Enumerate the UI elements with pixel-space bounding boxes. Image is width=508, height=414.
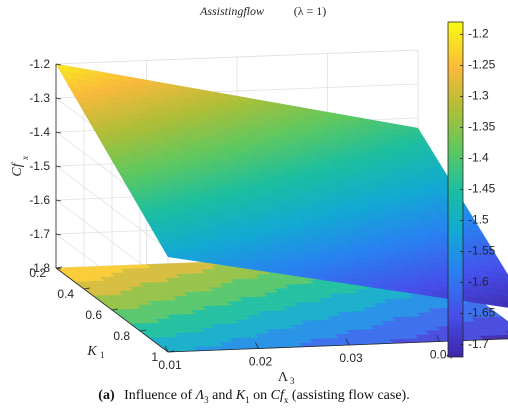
z-tick-label: -1.3 [29,91,50,105]
caption-sym-3: Cf [270,388,284,403]
y-tick-label: 0.8 [113,329,130,343]
z-tick-label: -1.6 [29,193,50,207]
caption-label: (a) [98,388,115,403]
x-tick-label: 0.04 [430,348,454,362]
y-tick-mark [83,287,91,290]
caption-and: and [212,388,233,403]
y-tick-mark [111,308,119,311]
x-axis-title: Λ [278,370,289,384]
caption-sym-2-sub: 1 [245,394,250,405]
z-tick-label: -1.4 [29,125,50,139]
colorbar-tick-label: -1.2 [468,27,489,41]
floor-contour-cell [489,331,508,336]
colorbar-tick-label: -1.65 [468,306,496,320]
surface-cell [495,272,508,281]
x-tick-label: 0.02 [249,355,273,369]
floor-contour-cell [500,327,508,332]
colorbar-tick-label: -1.6 [468,275,489,289]
floor-contour-cell [495,323,508,329]
y-tick-label: 1 [151,350,158,364]
surface-cell [502,284,508,292]
z-tick-mark [55,97,62,100]
y-tick-mark [55,266,63,269]
chart-title: Assistingflow [199,4,264,18]
y-tick-label: 0.6 [85,308,102,322]
colorbar-tick-label: -1.3 [468,89,489,103]
caption-sym-3-sub: x [283,394,289,405]
colorbar-tick-label: -1.4 [468,151,489,165]
y-tick-mark [139,329,147,332]
z-tick-mark [55,131,62,134]
y-axis-title-sub: 1 [100,350,105,360]
floor-contour-cell [494,334,508,340]
z-tick-mark [55,199,62,202]
colorbar-tick-label: -1.55 [468,244,496,258]
surface-cell [498,278,508,286]
z-tick-label: -1.5 [29,159,50,173]
z-tick-label: -1.8 [29,261,50,275]
colorbar-tick-label: -1.25 [468,58,496,72]
z-tick-mark [55,63,62,66]
surface-cell [501,300,508,308]
caption-text-1: Influence of [124,388,193,403]
colorbar-tick-label: -1.45 [468,182,496,196]
colorbar-tick-label: -1.7 [468,337,489,351]
y-tick-label: 0.2 [29,266,46,280]
z-axis-title-sub: x [20,156,30,161]
chart-title-param: (λ = 1) [294,4,327,18]
x-tick-mark [255,342,259,349]
floor-contour-cell [505,331,508,334]
z-tick-mark [55,165,62,168]
surface-cell [494,288,508,297]
y-tick-label: 0.4 [57,287,74,301]
z-axis-title: Cf [10,161,25,176]
z-tick-mark [55,233,62,236]
y-axis-title: K [86,344,97,359]
y-tick-mark [167,350,175,353]
surface-cell [497,294,508,303]
x-tick-label: 0.01 [158,358,182,372]
z-tick-label: -1.2 [29,57,50,71]
x-tick-mark [436,335,440,342]
surface-plot: -1.2 -1.3 -1.4 -1.5 -1.6 -1.7 -1.80.2 0.4 0.6 0.8… [10,4,508,384]
caption-sym-2: K [235,388,246,403]
caption-on: on [253,388,268,403]
caption-sym-1-sub: 3 [204,394,209,405]
caption-text-2: (assisting flow case). [291,388,410,403]
caption-sym-1: Λ [195,388,205,403]
colorbar-tick-label: -1.5 [468,213,489,227]
x-tick-mark [345,338,350,346]
z-tick-label: -1.7 [29,227,50,241]
figure-caption: (a) Influence of Λ3 and K1 on Cfx (assis… [0,388,508,405]
colorbar-tick-label: -1.35 [468,120,496,134]
x-axis-title-sub: 3 [290,376,295,384]
x-tick-label: 0.03 [339,351,363,365]
x-tick-mark [164,345,169,353]
floor-contour-cell [491,320,508,325]
